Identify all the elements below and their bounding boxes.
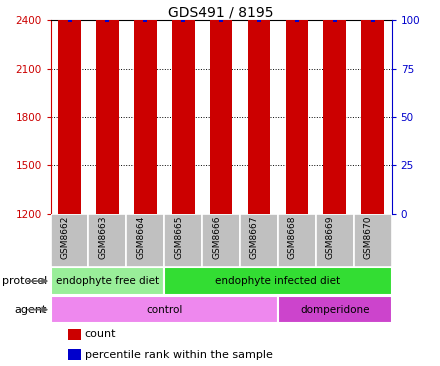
Text: GSM8670: GSM8670 (363, 216, 373, 259)
Title: GDS491 / 8195: GDS491 / 8195 (169, 5, 274, 19)
Text: control: control (146, 305, 183, 315)
FancyBboxPatch shape (164, 214, 202, 267)
Text: percentile rank within the sample: percentile rank within the sample (85, 350, 272, 360)
Text: GSM8662: GSM8662 (61, 216, 70, 259)
Text: GSM8667: GSM8667 (250, 216, 259, 259)
Bar (361, 16, 384, 214)
FancyBboxPatch shape (51, 214, 88, 267)
Text: GSM8664: GSM8664 (136, 216, 145, 259)
Text: protocol: protocol (2, 276, 47, 286)
Bar (323, 20, 346, 214)
Text: agent: agent (15, 305, 47, 315)
FancyBboxPatch shape (88, 214, 126, 267)
FancyBboxPatch shape (126, 214, 164, 267)
Bar (96, 12, 119, 214)
FancyBboxPatch shape (51, 268, 164, 295)
Text: GSM8666: GSM8666 (212, 216, 221, 259)
Bar (68, 349, 81, 360)
Bar (248, 0, 270, 214)
Bar (68, 329, 81, 340)
FancyBboxPatch shape (202, 214, 240, 267)
Text: endophyte free diet: endophyte free diet (56, 276, 159, 286)
Text: domperidone: domperidone (300, 305, 370, 315)
Text: GSM8668: GSM8668 (288, 216, 297, 259)
FancyBboxPatch shape (316, 214, 354, 267)
Text: count: count (85, 329, 116, 339)
FancyBboxPatch shape (51, 296, 278, 323)
FancyBboxPatch shape (240, 214, 278, 267)
FancyBboxPatch shape (164, 268, 392, 295)
Text: GSM8669: GSM8669 (326, 216, 335, 259)
Bar (286, 0, 308, 214)
Text: GSM8665: GSM8665 (174, 216, 183, 259)
FancyBboxPatch shape (278, 214, 316, 267)
Bar (210, 0, 232, 214)
Bar (58, 18, 81, 214)
Text: endophyte infected diet: endophyte infected diet (215, 276, 341, 286)
Bar (172, 0, 194, 214)
FancyBboxPatch shape (354, 214, 392, 267)
Text: GSM8663: GSM8663 (99, 216, 107, 259)
FancyBboxPatch shape (278, 296, 392, 323)
Bar (134, 14, 157, 214)
